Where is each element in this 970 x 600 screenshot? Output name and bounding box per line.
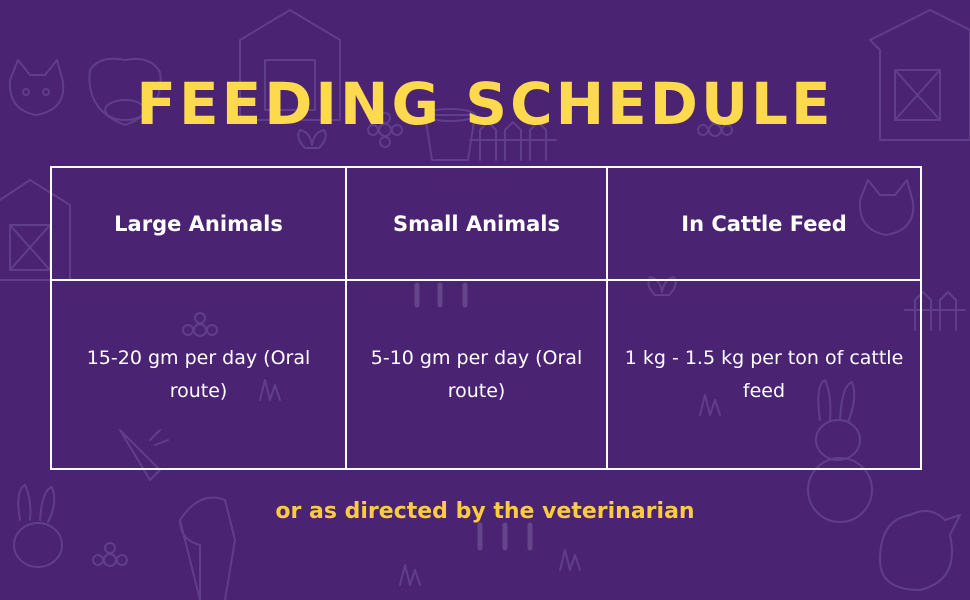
cell-cattle-feed-dose: 1 kg - 1.5 kg per ton of cattle feed [606, 279, 922, 470]
header-large-animals: Large Animals [50, 166, 347, 281]
cell-large-animals-dose: 15-20 gm per day (Oral route) [50, 279, 347, 470]
page-title: FEEDING SCHEDULE [136, 69, 834, 138]
veterinarian-note: or as directed by the veterinarian [275, 499, 695, 524]
header-small-animals: Small Animals [345, 166, 608, 281]
table-header-row: Large Animals Small Animals In Cattle Fe… [50, 166, 922, 281]
table-row: 15-20 gm per day (Oral route) 5-10 gm pe… [50, 279, 922, 470]
cell-small-animals-dose: 5-10 gm per day (Oral route) [345, 279, 608, 470]
header-cattle-feed: In Cattle Feed [606, 166, 922, 281]
feeding-schedule-table: Large Animals Small Animals In Cattle Fe… [50, 166, 922, 470]
